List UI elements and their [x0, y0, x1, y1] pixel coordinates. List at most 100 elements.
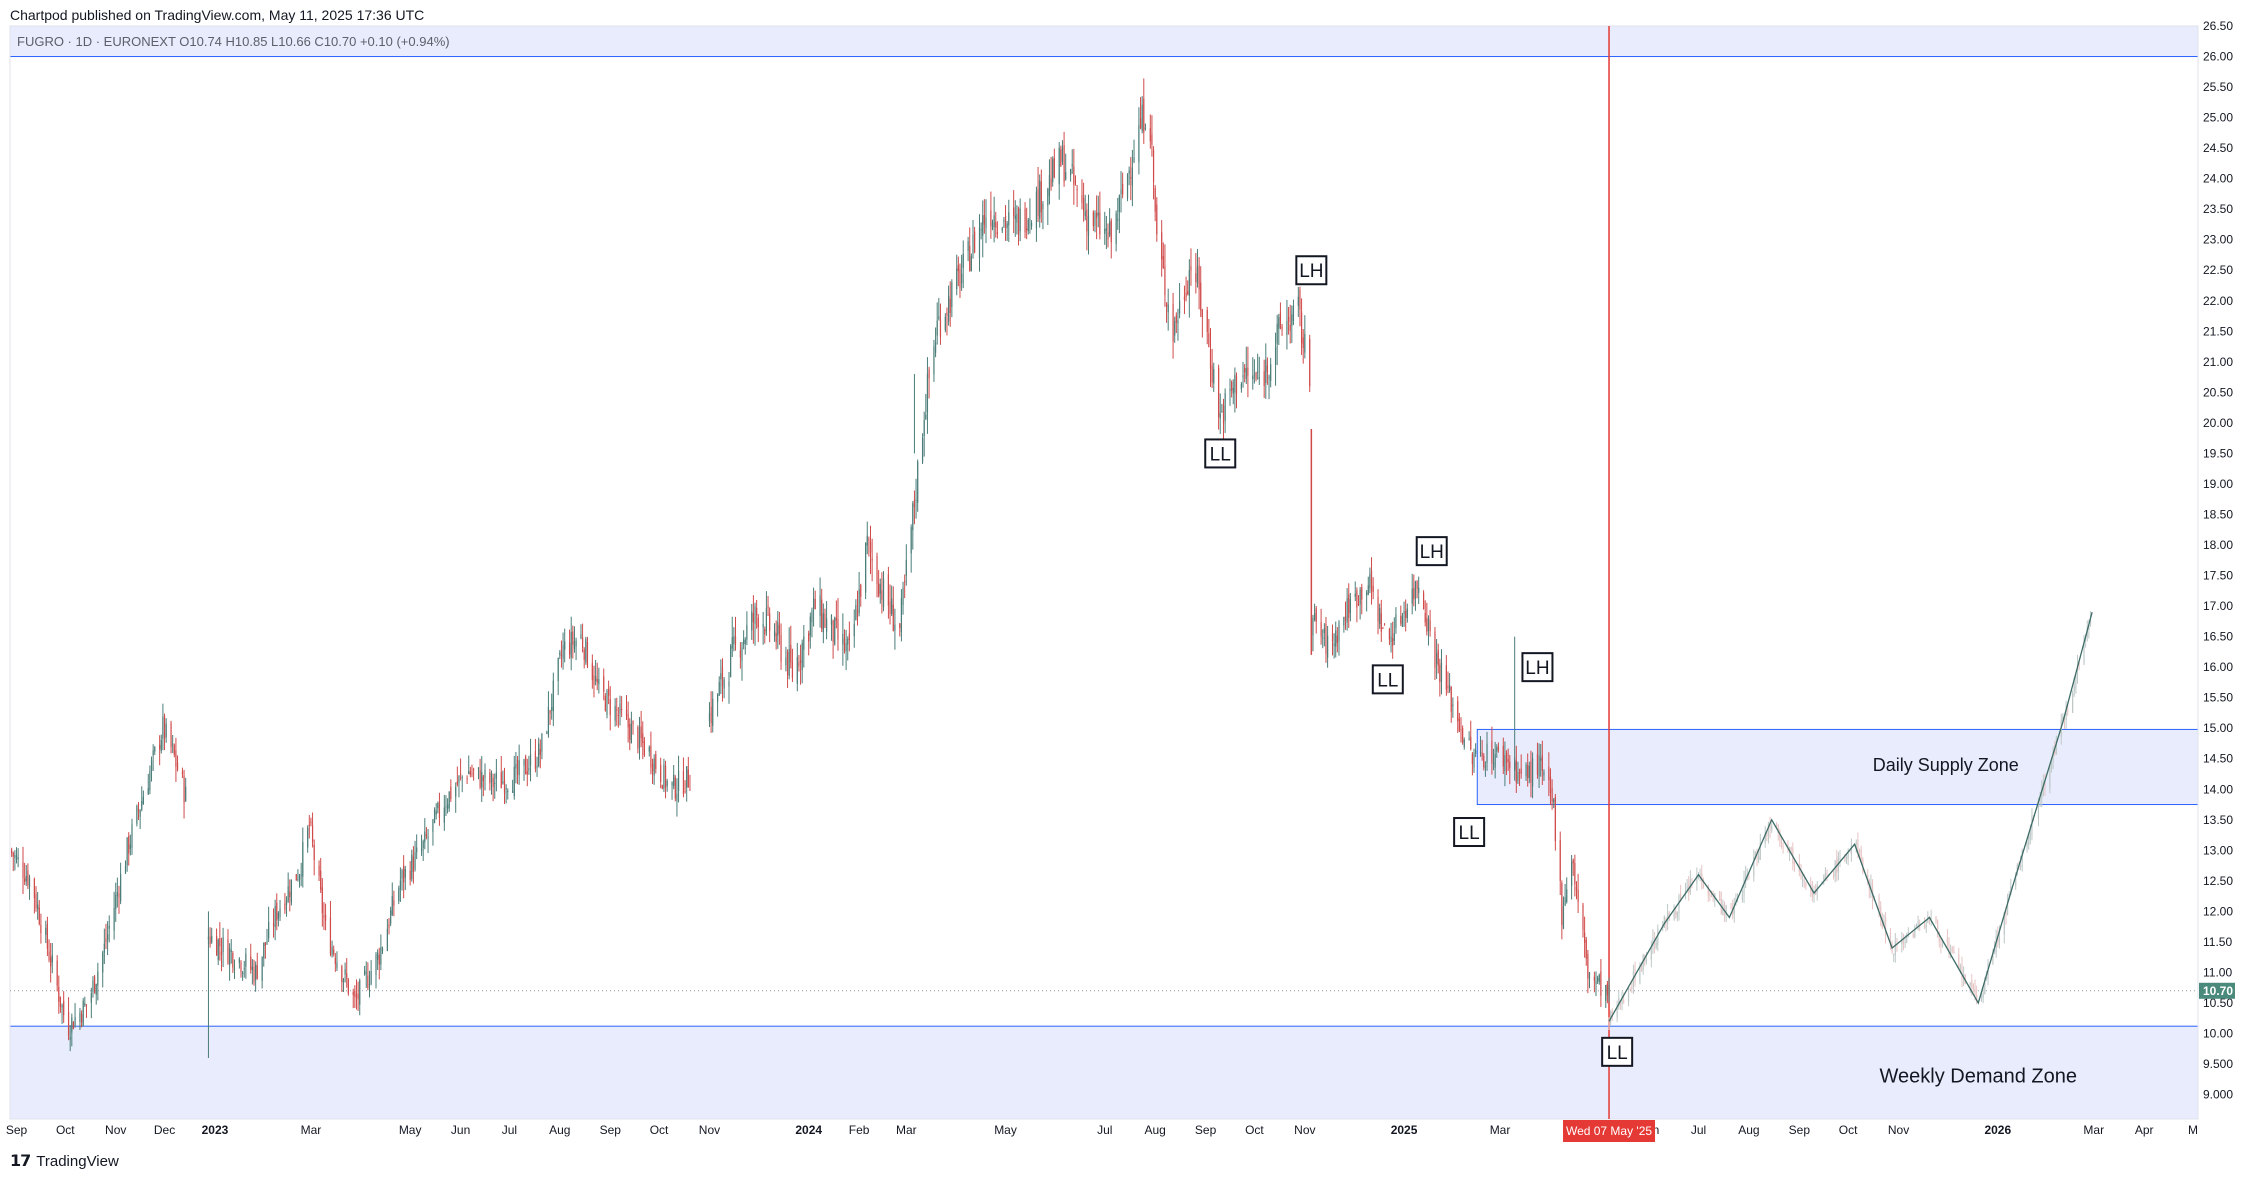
candle-body-103 [438, 801, 441, 818]
candle-body-57 [334, 957, 336, 964]
candle-body-20 [1354, 593, 1356, 597]
proj-candle-body-61 [1745, 874, 1747, 881]
candle-body-68 [1462, 728, 1464, 743]
proj-candle-body-179 [2015, 873, 2017, 886]
candle-body-151 [549, 709, 551, 714]
candle-body-48 [313, 844, 315, 861]
candle-body-104 [443, 807, 445, 823]
candle-body-32 [277, 912, 280, 920]
x-tick-label-2: Nov [105, 1123, 126, 1137]
proj-candle-body-160 [1971, 980, 1973, 987]
proj-candle-body-25 [1663, 916, 1665, 928]
candle-body-143 [1030, 222, 1033, 227]
candle-body-61 [1447, 685, 1449, 689]
candle-body-248 [1270, 364, 1272, 381]
candle-body-27 [69, 1036, 71, 1040]
candle-body-24 [61, 1004, 63, 1008]
candle-body-24 [762, 624, 764, 628]
candle-body-92 [414, 852, 416, 870]
candle-body-157 [1063, 145, 1065, 183]
candle-body-55 [832, 620, 834, 642]
candle-body-82 [1494, 754, 1496, 768]
proj-candle-body-114 [1867, 874, 1869, 882]
candle-body-136 [1016, 214, 1018, 223]
candle-body-211 [686, 766, 688, 788]
candle-body-81 [891, 598, 893, 614]
candle-body-30 [1377, 597, 1379, 622]
y-tick-label-35: 9.000 [2203, 1088, 2233, 1102]
candle-body-134 [1013, 207, 1015, 217]
x-tick-label-16: May [994, 1123, 1017, 1137]
annotation-box [1371, 664, 1404, 695]
candle-body-121 [1584, 932, 1586, 943]
candle-body-158 [564, 641, 566, 650]
candle-body-133 [1008, 212, 1010, 226]
candle-body-19 [250, 956, 252, 970]
candle-body-65 [154, 747, 156, 752]
proj-candle-body-131 [1904, 942, 1906, 944]
candle-body-15 [40, 924, 42, 933]
candle-body-93 [917, 461, 919, 503]
candle-body-31 [1379, 607, 1381, 625]
candle-body-40 [798, 662, 800, 667]
proj-candle-body-175 [2005, 910, 2007, 916]
proj-candle-body-200 [2062, 717, 2064, 722]
candle-body-15 [741, 647, 743, 661]
candle-body-89 [910, 527, 912, 554]
candle-body-56 [136, 805, 138, 824]
candle-body-88 [1507, 759, 1509, 762]
candle-body-211 [1187, 291, 1189, 295]
proj-candle-body-166 [1984, 980, 1986, 995]
candle-body-197 [1154, 188, 1156, 212]
annotation-box [1601, 1036, 1634, 1067]
candle-body-122 [983, 214, 985, 225]
candle-body-240 [1253, 374, 1256, 376]
candle-body-2 [710, 706, 712, 724]
candle-body-108 [951, 282, 953, 308]
proj-candle-body-103 [1839, 858, 1841, 860]
candle-body-155 [1060, 149, 1062, 167]
candle-body-41 [1401, 615, 1404, 627]
candle-body-58 [336, 962, 338, 969]
candle-body-125 [490, 772, 493, 783]
candle-body-203 [1167, 304, 1169, 313]
annotation-ll-6: LL [1601, 1036, 1634, 1067]
candle-body-171 [1096, 212, 1098, 218]
y-tick-label-18: 17.50 [2203, 569, 2233, 583]
candle-body-39 [295, 874, 297, 881]
candle-body-68 [359, 980, 361, 1005]
candle-body-21 [56, 960, 58, 986]
candle-body-36 [90, 993, 92, 1003]
candle-body-253 [1281, 326, 1283, 330]
proj-candle-body-123 [1884, 917, 1887, 935]
y-tick-label-5: 24.00 [2203, 172, 2233, 186]
candle-body-165 [1083, 198, 1085, 212]
y-tick-label-11: 21.00 [2203, 355, 2233, 369]
annotation-box [1415, 536, 1448, 567]
candle-body-66 [159, 744, 161, 750]
candle-body-138 [518, 760, 520, 776]
candle-body-25 [263, 942, 265, 959]
proj-candle-body-92 [1815, 890, 1817, 895]
y-tick-label-32: 10.50 [2203, 996, 2233, 1010]
proj-candle-body-170 [1993, 949, 1996, 954]
candle-body-74 [1475, 750, 1477, 754]
candle-body-186 [629, 724, 631, 740]
candle-body-49 [1418, 587, 1420, 593]
candle-body-38 [93, 976, 96, 993]
candle-body-203 [666, 780, 668, 787]
candle-body-208 [677, 770, 680, 791]
candle-body-47 [311, 825, 314, 842]
proj-candle-body-110 [1857, 840, 1859, 854]
candle-body-53 [825, 618, 828, 632]
candle-body-201 [1164, 266, 1166, 296]
candle-body-43 [803, 636, 805, 650]
candle-body-104 [1543, 771, 1545, 776]
candle-body-164 [1081, 195, 1083, 203]
tradingview-brand-text: TradingView [36, 1152, 119, 1170]
candle-body-260 [1299, 289, 1301, 310]
x-tick-label-3: Dec [154, 1123, 175, 1137]
candle-body-225 [1219, 413, 1221, 419]
candle-body-42 [103, 943, 105, 953]
